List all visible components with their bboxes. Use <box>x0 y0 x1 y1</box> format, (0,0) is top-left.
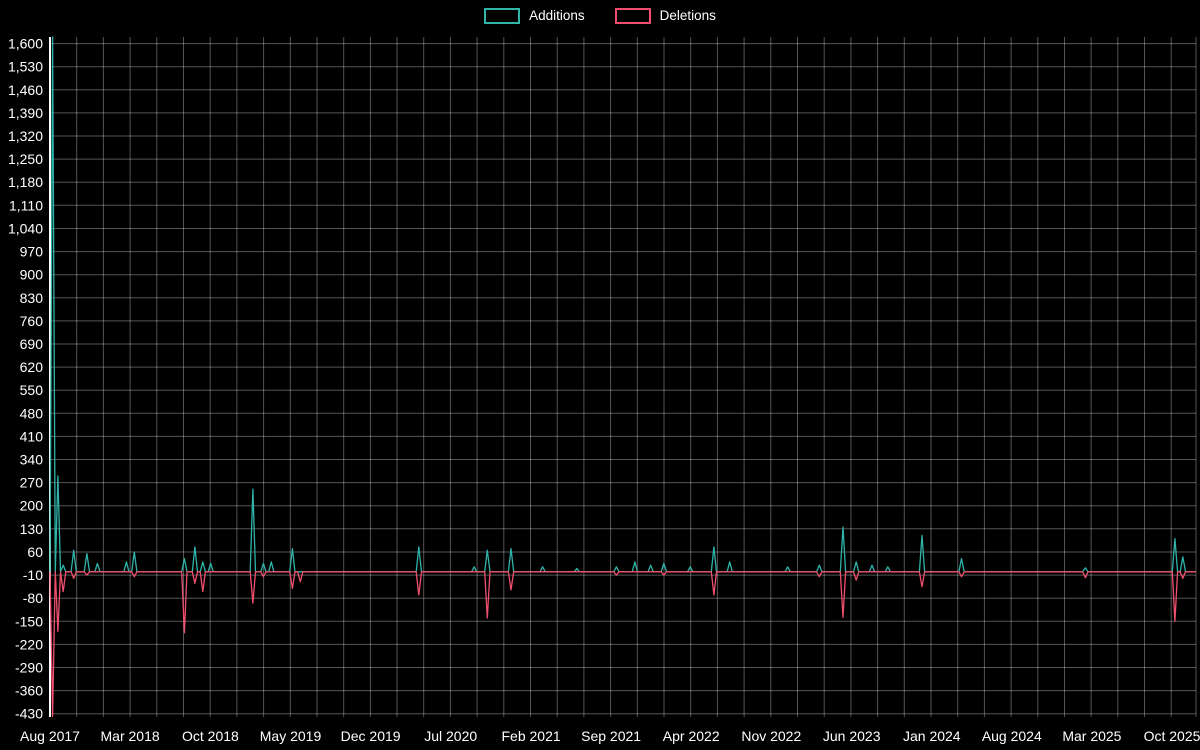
y-tick-label: 550 <box>20 382 44 398</box>
y-tick-label: 1,180 <box>8 174 43 190</box>
x-tick-label: Jun 2023 <box>823 728 881 744</box>
deletions-line <box>49 571 1196 717</box>
additions-legend-label: Additions <box>529 8 585 24</box>
y-tick-label: 1,390 <box>8 105 43 121</box>
x-tick-label: Oct 2018 <box>182 728 239 744</box>
y-tick-label: -150 <box>15 613 43 629</box>
y-tick-label: 1,110 <box>9 197 43 213</box>
x-tick-label: May 2019 <box>260 728 322 744</box>
legend-item-deletions[interactable]: Deletions <box>614 8 716 24</box>
y-tick-label: -10 <box>23 567 43 583</box>
y-tick-label: -360 <box>15 683 43 699</box>
y-tick-label: 760 <box>20 313 44 329</box>
x-tick-label: Aug 2024 <box>982 728 1042 744</box>
y-tick-label: 1,460 <box>8 82 43 98</box>
x-tick-label: Apr 2022 <box>663 728 720 744</box>
y-tick-label: 830 <box>20 290 44 306</box>
y-tick-label: -220 <box>15 636 43 652</box>
y-tick-label: 900 <box>20 267 44 283</box>
x-tick-label: Feb 2021 <box>502 728 561 744</box>
y-tick-label: 970 <box>20 244 44 260</box>
y-tick-label: 60 <box>27 544 43 560</box>
y-tick-label: 270 <box>20 475 44 491</box>
deletions-legend-label: Deletions <box>659 8 716 24</box>
y-tick-label: 1,600 <box>8 36 43 52</box>
y-tick-label: 1,250 <box>8 151 43 167</box>
y-tick-label: -430 <box>15 706 43 722</box>
chart-legend: Additions Deletions <box>0 8 1200 24</box>
x-tick-label: Aug 2017 <box>20 728 80 744</box>
additions-swatch <box>484 8 521 24</box>
y-tick-label: 1,040 <box>8 221 43 237</box>
y-tick-label: 690 <box>20 336 44 352</box>
y-tick-label: 480 <box>20 405 44 421</box>
x-tick-label: Mar 2025 <box>1062 728 1121 744</box>
y-tick-label: 1,320 <box>8 128 43 144</box>
y-tick-label: 410 <box>20 428 44 444</box>
y-tick-label: 130 <box>20 521 44 537</box>
x-tick-label: Dec 2019 <box>341 728 401 744</box>
x-tick-label: Nov 2022 <box>741 728 801 744</box>
y-tick-label: 340 <box>20 452 44 468</box>
y-tick-label: -80 <box>23 590 43 606</box>
deletions-swatch <box>614 8 651 24</box>
y-tick-label: 200 <box>20 498 44 514</box>
y-tick-label: -290 <box>15 660 43 676</box>
legend-item-additions[interactable]: Additions <box>484 8 585 24</box>
x-tick-label: Jul 2020 <box>424 728 477 744</box>
additions-line <box>49 36 1196 573</box>
x-tick-label: Sep 2021 <box>581 728 641 744</box>
y-tick-label: 620 <box>20 359 44 375</box>
x-tick-label: Jan 2024 <box>903 728 961 744</box>
y-tick-label: 1,530 <box>8 59 43 75</box>
x-tick-label: Mar 2018 <box>101 728 160 744</box>
x-tick-label: Oct 2025 <box>1144 728 1200 744</box>
